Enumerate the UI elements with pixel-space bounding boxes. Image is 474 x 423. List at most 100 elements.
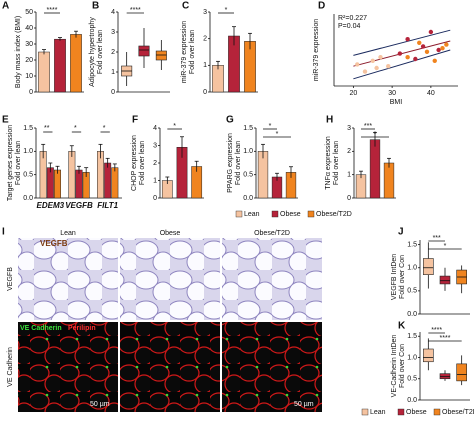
point xyxy=(440,46,445,51)
y-tick-label: 1 xyxy=(203,62,207,69)
y-tick-label: 3 xyxy=(347,125,351,132)
y-tick-label: 3 xyxy=(111,29,115,36)
point xyxy=(413,56,418,62)
panel-letter: H xyxy=(326,115,333,126)
sig-label: **** xyxy=(440,335,451,342)
panel-letter: B xyxy=(92,1,99,12)
y-axis-label: TNFα expression xyxy=(325,136,332,190)
sig-label: ** xyxy=(44,125,50,132)
row-label: VE Cadherin xyxy=(7,347,14,387)
y-tick-label: 1 xyxy=(111,69,115,76)
y-tick-label: 0 xyxy=(347,195,351,202)
point xyxy=(436,47,441,53)
y-tick-label: 1.5 xyxy=(407,241,417,248)
column-label: Obese/T2D xyxy=(254,230,290,237)
point xyxy=(444,42,449,47)
y-tick-label: 4 xyxy=(111,9,115,16)
micrograph xyxy=(18,238,118,320)
y-tick-label: 2 xyxy=(153,160,157,167)
annotation: R²=0.227 xyxy=(338,15,367,22)
row-label: VEGFB xyxy=(7,267,14,291)
box xyxy=(138,45,150,57)
sig-label: * xyxy=(103,125,106,132)
y-tick-label: 0 xyxy=(203,89,207,96)
point xyxy=(374,65,379,71)
x-tick-label: 40 xyxy=(427,90,435,97)
y-tick-label: 1.0 xyxy=(407,354,417,361)
bar xyxy=(104,162,112,199)
legend-swatch xyxy=(307,210,315,218)
y-tick-label: 0.0 xyxy=(407,397,417,404)
y-axis-label: Body mass index (BMI) xyxy=(15,16,22,88)
legend-swatch xyxy=(433,408,441,416)
legend-label: Obese xyxy=(280,211,301,218)
y-tick-label: 1.5 xyxy=(243,125,253,132)
panel-letter: E xyxy=(2,115,9,126)
y-tick-label: 2 xyxy=(111,49,115,56)
sig-label: * xyxy=(276,131,279,138)
point xyxy=(397,51,403,56)
y-tick-label: 4 xyxy=(153,125,157,132)
y-tick-label: 2 xyxy=(347,148,351,155)
y-tick-label: 0 xyxy=(153,195,157,202)
y-tick-label: 1.5 xyxy=(407,333,417,340)
y-axis-label: Fold over Con xyxy=(399,255,406,299)
y-tick-label: 1 xyxy=(347,172,351,179)
x-tick-label: EDEM3 xyxy=(37,201,65,210)
y-tick-label: 0.0 xyxy=(243,195,253,202)
legend-label: Obese xyxy=(406,409,427,416)
y-axis-label: Fold over lean xyxy=(139,141,146,185)
y-tick-label: 0.5 xyxy=(243,172,253,179)
y-axis-label: miR-379 expression xyxy=(181,21,188,83)
y-tick-label: 10 xyxy=(25,73,33,80)
y-axis-label: PPARG expression xyxy=(227,133,234,193)
y-axis-label: miR-379 expression xyxy=(313,19,320,81)
y-axis-label: Adipocyte hypertrophy xyxy=(89,17,96,87)
micrograph xyxy=(222,322,322,412)
column-label: Lean xyxy=(60,230,76,237)
scale-label: 50 µm xyxy=(90,401,110,408)
micrograph xyxy=(18,322,118,412)
sig-label: * xyxy=(444,243,447,250)
panel-letter: C xyxy=(182,1,189,12)
bar xyxy=(111,167,119,199)
point xyxy=(432,58,437,63)
bar xyxy=(75,169,83,199)
point xyxy=(355,62,360,67)
panel-letter: J xyxy=(398,227,404,238)
box xyxy=(423,258,434,275)
y-tick-label: 1 xyxy=(153,177,157,184)
legend-label: Obese/T2D xyxy=(316,211,352,218)
sig-label: **** xyxy=(47,7,58,14)
box xyxy=(423,348,434,363)
legend-swatch xyxy=(235,210,243,218)
legend-swatch xyxy=(271,210,279,218)
y-axis-label: Fold over lean xyxy=(333,141,340,185)
y-tick-label: 30 xyxy=(25,41,33,48)
y-tick-label: 0.0 xyxy=(407,311,417,318)
x-axis-label: BMI xyxy=(390,99,403,106)
y-tick-label: 1.0 xyxy=(23,148,33,155)
point xyxy=(424,49,430,54)
point xyxy=(362,69,368,74)
legend-label: Lean xyxy=(244,211,260,218)
y-tick-label: 3 xyxy=(153,142,157,149)
panel-letter: I xyxy=(2,227,5,238)
bar xyxy=(369,139,381,199)
bar xyxy=(383,162,395,199)
x-tick-label: 30 xyxy=(388,90,396,97)
y-tick-label: 50 xyxy=(25,9,33,16)
point xyxy=(417,40,422,45)
point xyxy=(405,37,410,42)
sig-label: * xyxy=(225,7,228,14)
y-axis-label: CHOP expression xyxy=(131,135,138,191)
point xyxy=(420,44,426,49)
point xyxy=(405,55,410,60)
point xyxy=(428,29,434,35)
box xyxy=(439,275,451,285)
stain-label: Perilipin xyxy=(68,325,96,332)
stain-label: VEGFB xyxy=(40,239,68,248)
micrograph xyxy=(222,238,322,320)
stain-label: VE Cadherin xyxy=(20,325,62,332)
